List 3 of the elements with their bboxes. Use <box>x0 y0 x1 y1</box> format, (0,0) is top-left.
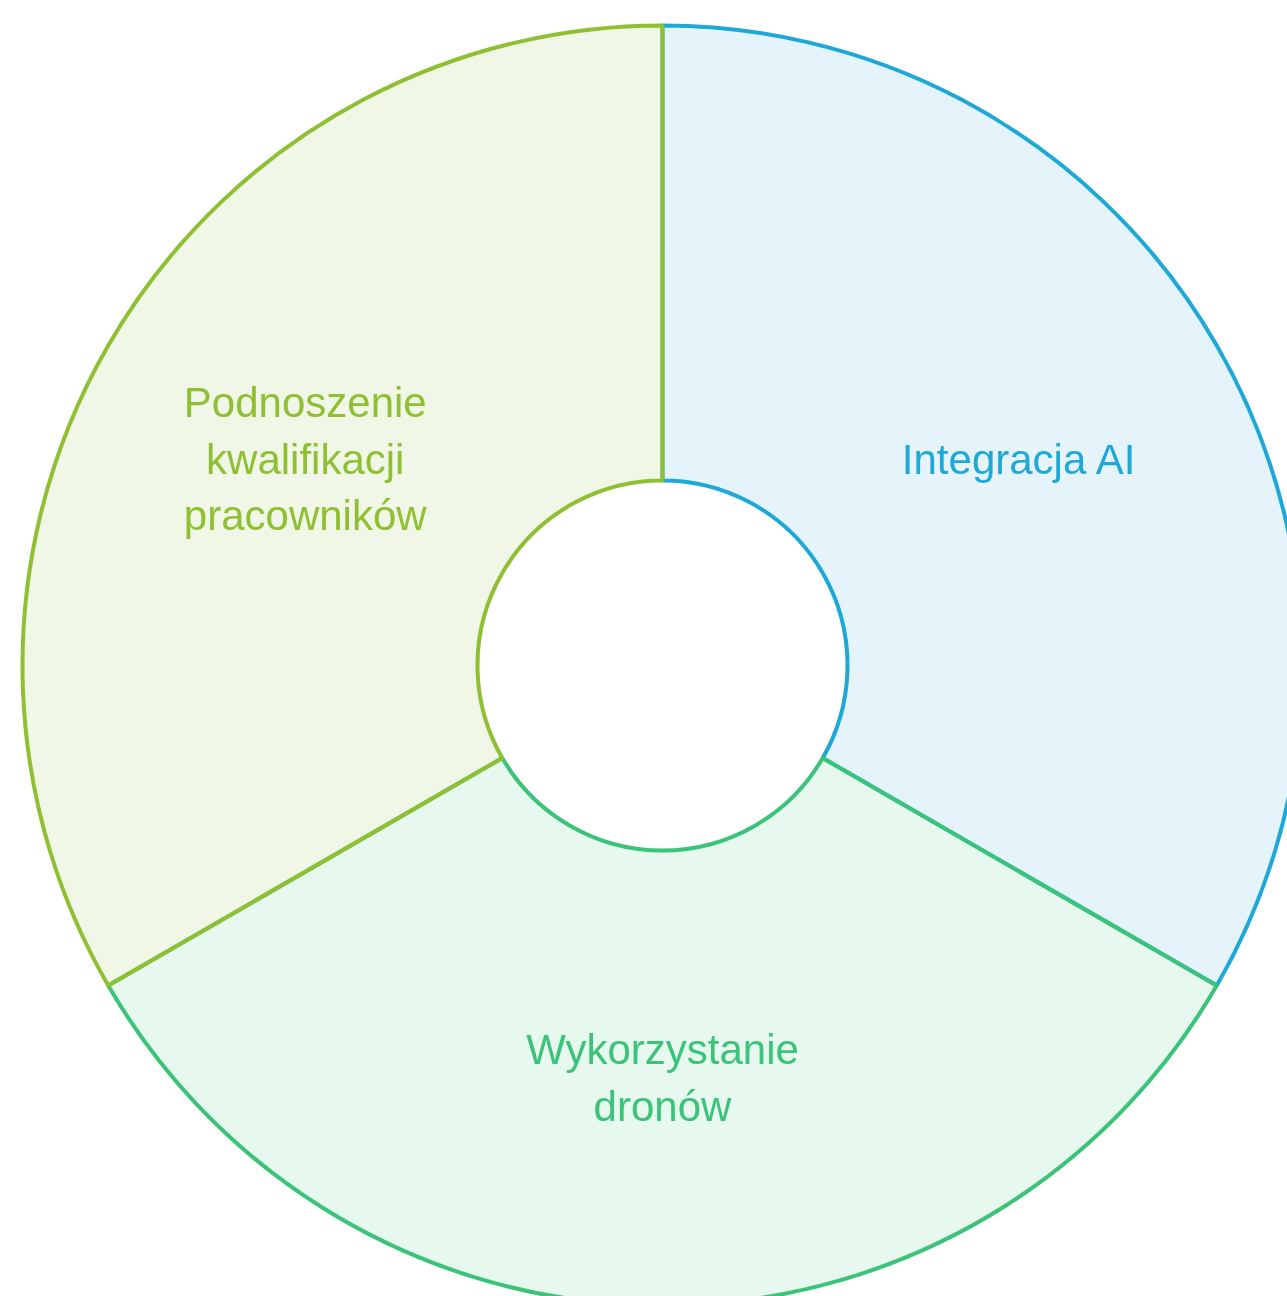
slice-label: Wykorzystanie dronów <box>526 1026 799 1130</box>
slice-label: Integracja AI <box>901 435 1136 483</box>
slice-label: Podnoszenie kwalifikacji pracowników <box>183 379 428 540</box>
